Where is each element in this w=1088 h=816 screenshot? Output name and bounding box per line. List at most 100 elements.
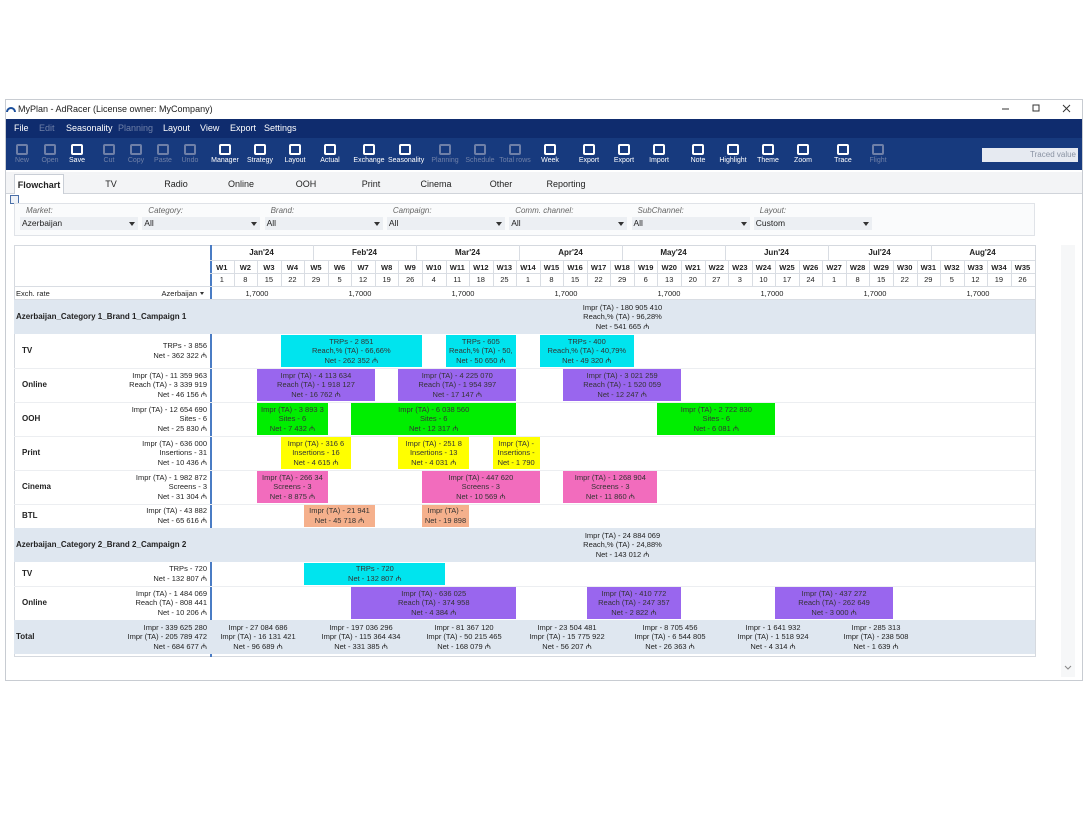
toolbar-button[interactable]: Week [533, 140, 567, 168]
dropdown-arrow [495, 222, 502, 226]
filter-dropdown[interactable]: All [509, 217, 628, 230]
flight-bar[interactable]: Impr (TA) - 447 620 Screens - 3 Net - 10 5… [421, 471, 540, 503]
flight-bar[interactable]: Impr (TA) - 266 34 Screens - 3 Net - 8 875… [257, 471, 328, 503]
channel-name: Print [22, 448, 41, 457]
toolbar-button[interactable]: Layout [278, 140, 312, 168]
toolbar-button[interactable]: New [5, 140, 39, 168]
toolbar-button[interactable]: Strategy [243, 140, 277, 168]
scrollbar[interactable] [1061, 245, 1075, 677]
month-label: Mar'24 [454, 248, 481, 257]
toolbar-button[interactable]: Trace [826, 140, 860, 168]
week-label: W11 [449, 263, 465, 272]
tab[interactable]: Radio [164, 179, 188, 189]
campaign-row: Azerbaijan_Category 2_Brand 2_Campaign 2… [14, 528, 1035, 562]
flight-bar[interactable]: TRPs - 720 Net - 132 807 ₼ [304, 563, 446, 585]
toolbar-button[interactable]: Export [572, 140, 606, 168]
flight-bar[interactable]: TRPs - 605 Reach,% (TA) - 50, Net - 50 650… [445, 335, 517, 367]
week-date: 8 [855, 275, 860, 284]
month-total: Impr - 8 705 456 Impr (TA) - 6 544 805 Net… [630, 620, 710, 654]
toolbar-button[interactable]: Copy [119, 140, 153, 168]
toolbar-button[interactable]: Planning [428, 140, 462, 168]
scroll-arrow[interactable] [1063, 664, 1073, 672]
toolbar-icon [653, 144, 665, 155]
toolbar-button[interactable]: Total rows [498, 140, 532, 168]
toolbar-button[interactable]: Highlight [716, 140, 750, 168]
total-value: Impr - 339 625 280 [143, 622, 207, 632]
flight-bar[interactable]: TRPs - 2 851 Reach,% (TA) - 66,66% Net - 2… [280, 335, 422, 367]
grid-line [14, 299, 1035, 300]
toolbar-button[interactable]: Save [60, 140, 94, 168]
tab[interactable]: TV [105, 179, 117, 189]
tab[interactable]: Reporting [546, 179, 586, 189]
filter-dropdown[interactable]: Custom [753, 217, 872, 230]
menu-item[interactable]: File [14, 123, 29, 133]
filter-dropdown[interactable]: All [264, 217, 383, 230]
toolbar-button[interactable]: Zoom [786, 140, 820, 168]
toolbar-button[interactable]: Schedule [463, 140, 497, 168]
month-label: May'24 [660, 248, 687, 257]
flight-bar[interactable]: TRPs - 400 Reach,% (TA) - 40,79% Net - 49 … [539, 335, 634, 367]
flight-bar[interactable]: Impr (TA) - 410 772 Reach (TA) - 247 357 N… [586, 587, 681, 619]
month-total-value: Impr (TA) - 115 364 434 [321, 632, 401, 642]
tab[interactable]: Flowchart [14, 174, 64, 194]
flight-bar[interactable]: Impr (TA) - 21 941 Net - 45 718 ₼ [304, 505, 375, 527]
tab[interactable]: Online [227, 179, 254, 189]
filter-dropdown[interactable]: Azerbaijan [20, 217, 138, 230]
menu-item[interactable]: View [200, 123, 220, 133]
toolbar-button[interactable]: Export [607, 140, 641, 168]
flight-bar[interactable]: Impr (TA) - 3 893 3 Sites - 6 Net - 7 432 … [257, 403, 328, 435]
menu-item[interactable]: Settings [264, 123, 297, 133]
channel-total: Net - 10 206 ₼ [157, 607, 207, 617]
menu-item[interactable]: Seasonality [66, 123, 113, 133]
campaign-total: Net - 143 012 ₼ [595, 549, 650, 559]
menu-item[interactable]: Planning [118, 123, 154, 133]
flight-bar[interactable]: Impr (TA) - 2 722 830 Sites - 6 Net - 6 08… [657, 403, 776, 435]
filter-dropdown[interactable]: All [631, 217, 750, 230]
toolbar-button[interactable]: Exchange [352, 140, 386, 168]
channel-name: TV [22, 346, 33, 355]
toolbar-button[interactable]: Cut [92, 140, 126, 168]
tab[interactable]: Print [361, 179, 381, 189]
flight-text: Screens - 3 [591, 482, 630, 492]
flight-bar[interactable]: Impr (TA) - 1 268 904 Screens - 3 Net - 11… [563, 471, 658, 503]
menu-item[interactable]: Edit [39, 123, 55, 133]
flight-text: Impr (TA) - [498, 438, 534, 448]
filter-label: Layout: [759, 206, 787, 215]
toolbar-button[interactable]: Actual [313, 140, 347, 168]
channel-name: Cinema [22, 482, 51, 491]
toolbar-button[interactable]: Import [642, 140, 676, 168]
flight-bar[interactable]: Impr (TA) - 316 6 Insertions - 16 Net - 4 … [280, 437, 352, 469]
exch-market[interactable]: Azerbaijan [161, 289, 197, 298]
week-date: 12 [971, 275, 980, 284]
menu-item[interactable]: Export [230, 123, 257, 133]
toolbar-button[interactable]: Paste [146, 140, 180, 168]
search-box[interactable] [982, 148, 1078, 162]
toolbar-button[interactable]: Theme [751, 140, 785, 168]
flight-bar[interactable]: Impr (TA) - Net - 19 898 [421, 505, 470, 527]
tab[interactable]: OOH [295, 179, 317, 189]
toolbar-button[interactable]: Undo [173, 140, 207, 168]
flight-bar[interactable]: Impr (TA) - 6 038 560 Sites - 6 Net - 12 3… [351, 403, 517, 435]
filter-dropdown[interactable]: All [142, 217, 261, 230]
flight-bar[interactable]: Impr (TA) - 636 025 Reach (TA) - 374 958 N… [351, 587, 517, 619]
menu-item[interactable]: Layout [163, 123, 191, 133]
toolbar-button[interactable]: Seasonality [388, 140, 424, 168]
total-row: Total Impr - 339 625 280 Impr (TA) - 205 7… [14, 620, 1035, 654]
flight-bar[interactable]: Impr (TA) - 251 8 Insertions - 13 Net - 4 … [398, 437, 470, 469]
window-controls[interactable] [996, 102, 1076, 116]
channel-total: Impr (TA) - 1 484 069 [135, 588, 207, 598]
filter-dropdown[interactable]: All [386, 217, 505, 230]
flight-bar[interactable]: Impr (TA) - 3 021 259 Reach (TA) - 1 520 … [563, 369, 681, 401]
toolbar-button[interactable]: Note [681, 140, 715, 168]
toolbar-icon [544, 144, 556, 155]
flight-bar[interactable]: Impr (TA) - 4 113 634 Reach (TA) - 1 918 … [257, 369, 375, 401]
toolbar-button[interactable]: Manager [208, 140, 242, 168]
tab[interactable]: Other [489, 179, 513, 189]
flight-bar[interactable]: Impr (TA) - 4 225 070 Reach (TA) - 1 954 … [398, 369, 517, 401]
toolbar-button[interactable]: Flight [861, 140, 895, 168]
dropdown-arrow [129, 222, 135, 226]
flight-bar[interactable]: Impr (TA) - 437 272 Reach (TA) - 262 649 N… [775, 587, 893, 619]
toolbar-button[interactable]: Open [33, 140, 67, 168]
flight-bar[interactable]: Impr (TA) - Insertions - Net - 1 790 [492, 437, 540, 469]
tab[interactable]: Cinema [420, 179, 452, 189]
